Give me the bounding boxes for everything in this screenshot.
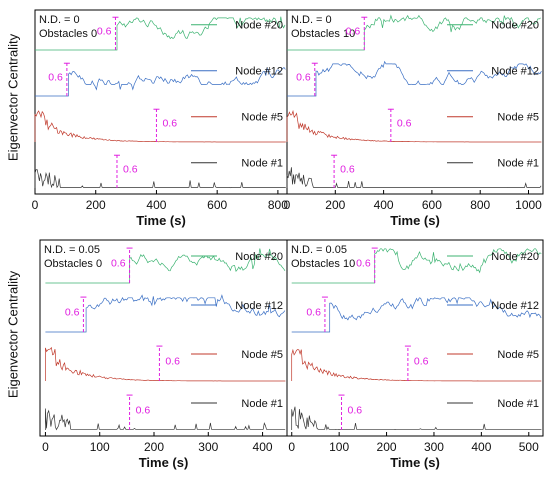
x-tick-label: 0	[42, 440, 49, 454]
legend-label: Node #12	[491, 300, 539, 312]
legend-label: Node #5	[241, 349, 283, 361]
series-line	[287, 14, 541, 51]
legend-label: Node #12	[491, 66, 539, 78]
x-axis-label: Time (s)	[136, 213, 186, 228]
plot-frame	[286, 239, 544, 437]
x-tick-label: 1000	[515, 198, 542, 212]
legend-label: Node #12	[235, 300, 283, 312]
x-tick-label: 800	[268, 198, 288, 212]
threshold-label: 0.6	[356, 258, 371, 270]
threshold-label: 0.6	[348, 405, 363, 417]
x-tick-label: 600	[422, 198, 442, 212]
x-axis-label: Time (s)	[390, 213, 440, 228]
threshold-label: 0.6	[397, 118, 412, 130]
x-tick-label: 400	[471, 440, 491, 454]
x-tick-label: 200	[86, 198, 106, 212]
annotation-noise: N.D. = 0	[39, 14, 80, 26]
legend-label: Node #5	[241, 112, 283, 124]
threshold-label: 0.6	[111, 258, 126, 270]
x-tick-label: 400	[146, 198, 166, 212]
legend-label: Node #1	[241, 398, 283, 410]
x-tick-label: 200	[144, 440, 164, 454]
series-line	[286, 167, 542, 188]
x-tick-label: 400	[374, 198, 394, 212]
legend-label: Node #12	[235, 66, 283, 78]
x-tick-label: 600	[207, 198, 227, 212]
annotation-obstacles: Obstacles 10	[291, 28, 355, 40]
x-axis-label: Time (s)	[390, 455, 440, 470]
x-tick-label: 0	[32, 198, 39, 212]
legend-label: Node #1	[497, 158, 539, 170]
threshold-label: 0.6	[123, 164, 138, 176]
legend-label: Node #20	[235, 251, 283, 263]
x-tick-label: 200	[377, 440, 397, 454]
threshold-label: 0.6	[165, 356, 180, 368]
legend-label: Node #1	[497, 398, 539, 410]
series-line	[291, 406, 542, 431]
annotation-obstacles: Obstacles 10	[291, 258, 355, 270]
series-line	[45, 346, 286, 382]
x-tick-label: 100	[90, 440, 110, 454]
series-line	[291, 248, 542, 284]
legend-label: Node #20	[235, 20, 283, 32]
series-line	[45, 294, 286, 333]
legend-label: Node #1	[241, 158, 283, 170]
legend-label: Node #20	[491, 20, 539, 32]
threshold-label: 0.6	[136, 405, 151, 417]
annotation-noise: N.D. = 0	[291, 14, 332, 26]
threshold-label: 0.6	[97, 26, 112, 38]
threshold-label: 0.6	[414, 356, 429, 368]
x-tick-label: 100	[329, 440, 349, 454]
threshold-label: 0.6	[48, 72, 63, 84]
x-axis-label: Time (s)	[139, 455, 189, 470]
annotation-noise: N.D. = 0.05	[44, 244, 100, 256]
x-tick-label: 300	[198, 440, 218, 454]
threshold-label: 0.6	[306, 307, 321, 319]
series-line	[35, 66, 286, 97]
series-line	[291, 297, 542, 333]
x-tick-label: 400	[253, 440, 273, 454]
x-tick-label: 0	[284, 198, 291, 212]
series-line	[34, 110, 286, 143]
plot-frame	[286, 9, 544, 195]
series-line	[287, 60, 542, 97]
series-line	[286, 109, 542, 143]
annotation-obstacles: Obstacles 0	[44, 258, 102, 270]
annotation-obstacles: Obstacles 0	[39, 28, 97, 40]
threshold-label: 0.6	[162, 118, 177, 130]
x-tick-label: 200	[325, 198, 345, 212]
x-tick-label: 0	[288, 440, 295, 454]
series-line	[45, 408, 286, 431]
x-tick-label: 500	[519, 440, 539, 454]
legend-label: Node #5	[497, 112, 539, 124]
legend-label: Node #20	[491, 251, 539, 263]
threshold-label: 0.6	[340, 164, 355, 176]
series-line	[35, 16, 286, 51]
series-line	[34, 169, 286, 189]
threshold-label: 0.6	[346, 26, 361, 38]
x-tick-label: 300	[424, 440, 444, 454]
series-line	[291, 348, 542, 382]
x-tick-label: 800	[470, 198, 490, 212]
annotation-noise: N.D. = 0.05	[291, 244, 347, 256]
threshold-label: 0.6	[296, 72, 311, 84]
threshold-label: 0.6	[65, 307, 80, 319]
legend-label: Node #5	[497, 349, 539, 361]
